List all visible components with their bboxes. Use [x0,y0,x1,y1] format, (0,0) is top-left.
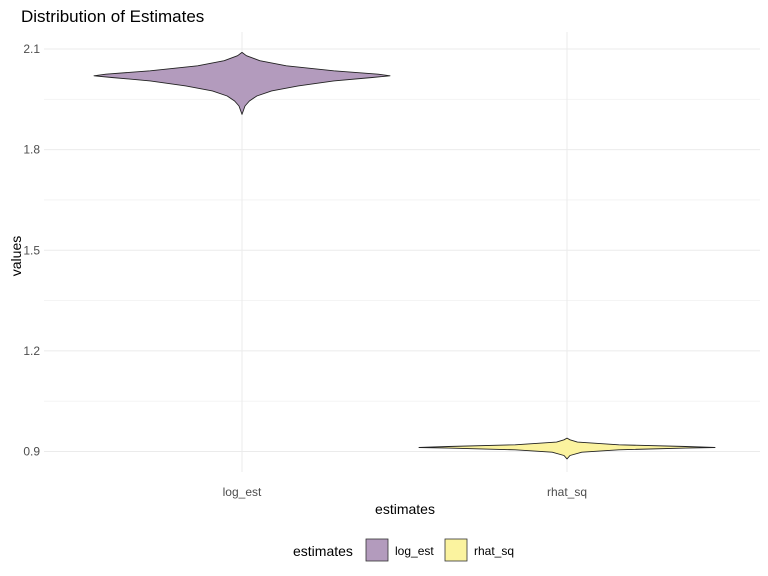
x-tick-label: log_est [223,485,262,499]
violin-rhat-sq [418,437,716,460]
y-tick-label: 1.2 [23,344,40,358]
y-tick-label: 1.8 [23,143,40,157]
chart-title: Distribution of Estimates [21,7,204,26]
grid [44,32,760,472]
x-tick-labels: log_est rhat_sq [223,485,587,499]
legend-title: estimates [293,543,353,559]
legend: estimates log_est rhat_sq [293,538,514,562]
violin-log-est [93,51,391,115]
legend-key-rhat-sq [444,538,468,562]
legend-key-log-est [365,538,389,562]
x-tick-label: rhat_sq [547,485,587,499]
y-tick-label: 0.9 [23,445,40,459]
x-axis-title: estimates [375,501,435,517]
y-axis-title: values [8,236,24,276]
legend-label-log-est: log_est [395,544,434,558]
y-tick-labels: 0.9 1.2 1.5 1.8 2.1 [23,42,40,459]
y-tick-label: 2.1 [23,42,40,56]
legend-label-rhat-sq: rhat_sq [474,544,514,558]
violins [93,51,716,460]
y-tick-label: 1.5 [23,243,40,257]
